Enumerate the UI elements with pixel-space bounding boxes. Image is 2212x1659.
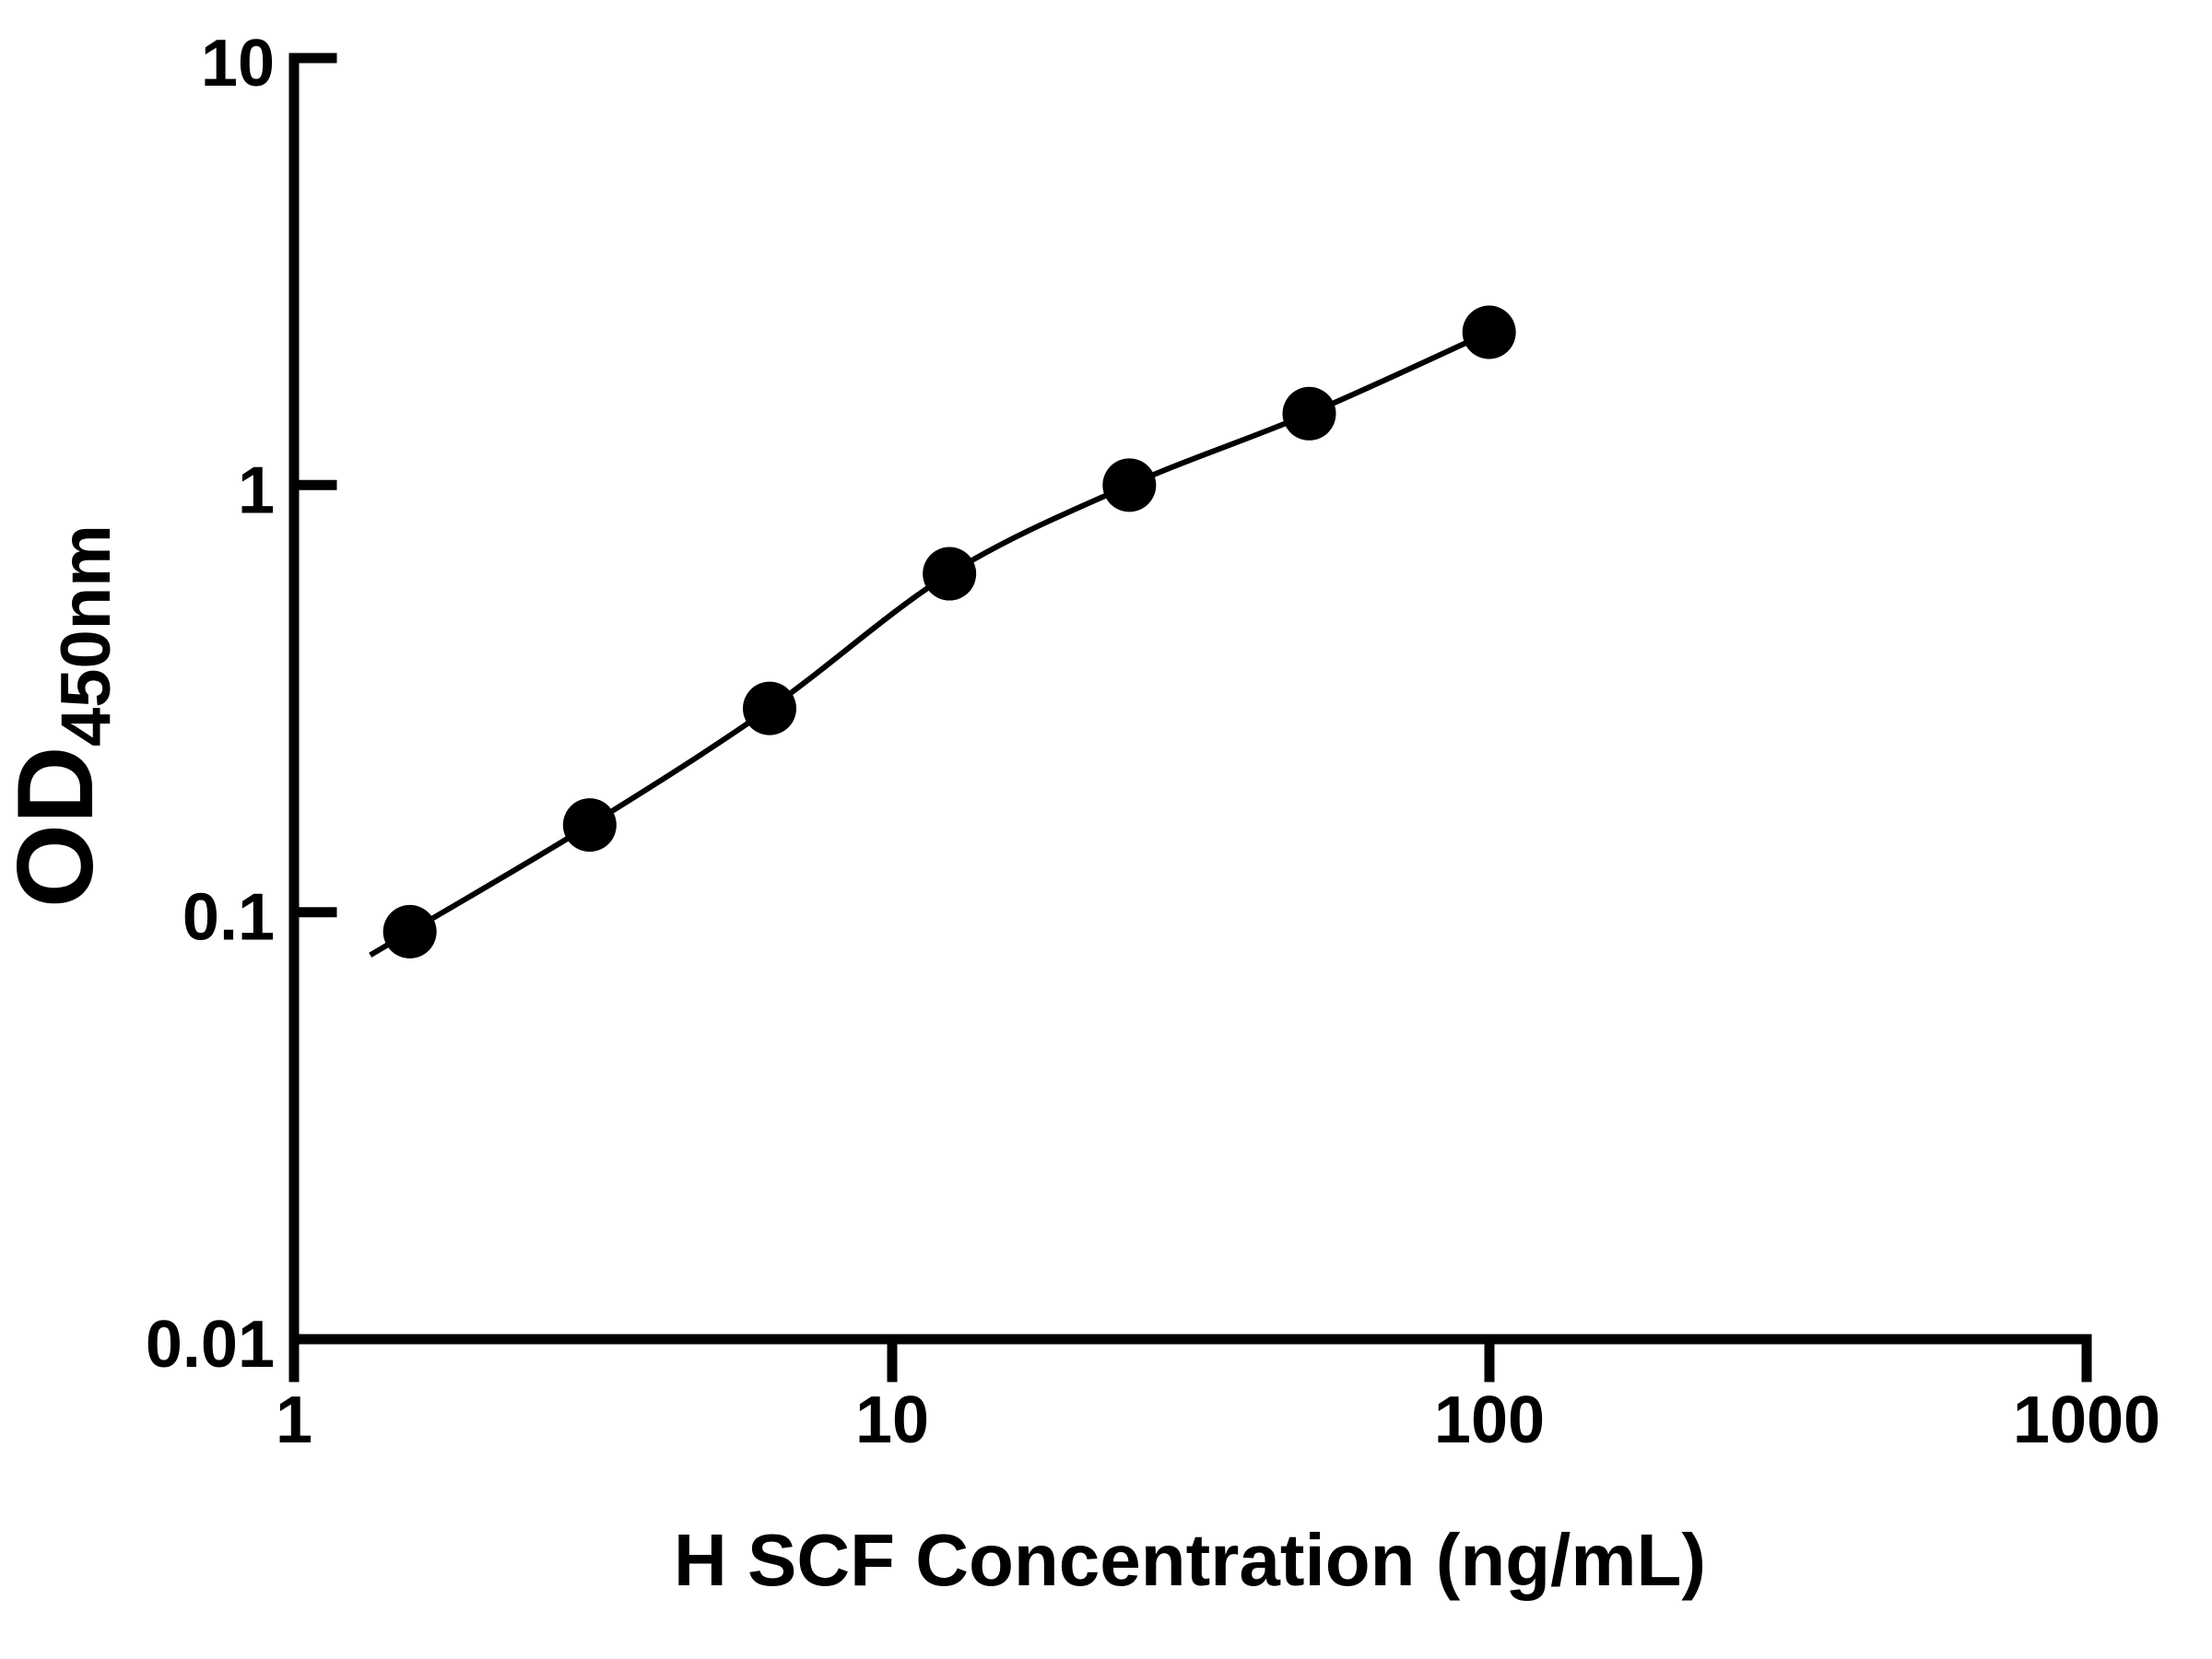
svg-text:H SCF Concentration (ng/mL): H SCF Concentration (ng/mL) [674, 1519, 1706, 1601]
svg-text:0.01: 0.01 [146, 1308, 275, 1382]
svg-text:1000: 1000 [2013, 1383, 2160, 1457]
svg-text:OD: OD [0, 747, 115, 909]
svg-text:10: 10 [855, 1383, 929, 1457]
svg-text:10: 10 [201, 27, 275, 100]
svg-text:450nm: 450nm [47, 524, 125, 747]
svg-text:1: 1 [276, 1383, 312, 1457]
svg-text:1: 1 [238, 453, 275, 527]
svg-text:100: 100 [1434, 1383, 1545, 1457]
svg-text:0.1: 0.1 [182, 881, 275, 955]
